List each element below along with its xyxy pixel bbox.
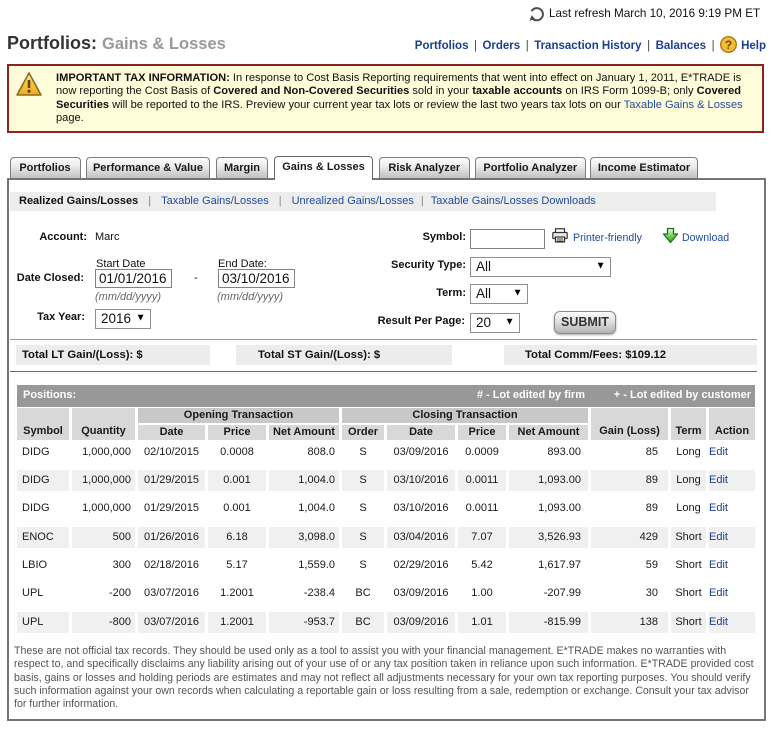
svg-text:?: ?: [725, 38, 732, 52]
